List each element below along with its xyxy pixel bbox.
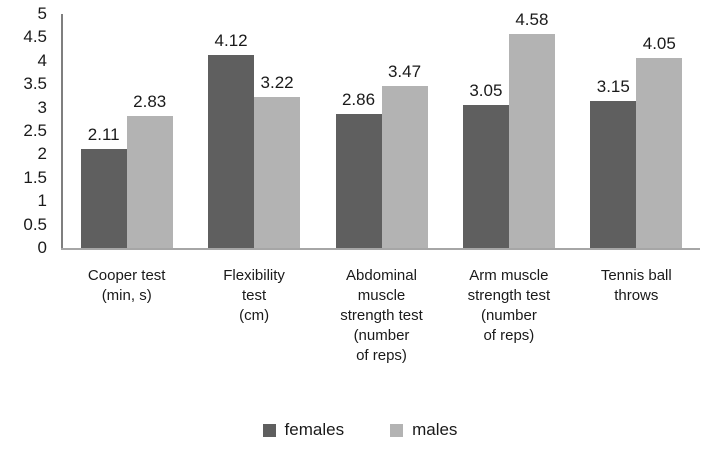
bar-females-3 [462, 105, 509, 248]
legend-swatch-icon [262, 423, 276, 437]
bar-value-label: 3.22 [260, 73, 294, 92]
x-axis-line [61, 248, 700, 250]
bar-males-4 [636, 58, 683, 248]
bar-value-label: 4.12 [214, 31, 248, 50]
category-label-1: Flexibility test (cm) [223, 267, 285, 324]
legend-item-males: males [390, 420, 457, 440]
bar-males-1 [254, 97, 301, 248]
bar-females-4 [590, 101, 637, 248]
bar-value-label: 4.05 [642, 34, 676, 53]
bar-value-label: 3.05 [469, 81, 503, 100]
y-tick-label: 5 [37, 4, 47, 23]
y-axis-line [61, 14, 63, 250]
y-tick-label: 1 [37, 191, 47, 211]
bar-value-label: 4.58 [515, 10, 549, 29]
bar-females-2 [335, 114, 382, 248]
y-tick-label: 3.5 [23, 74, 47, 94]
bar-males-3 [508, 34, 555, 248]
bar-value-label: 3.47 [387, 62, 422, 81]
bar-females-0 [80, 149, 127, 248]
y-tick-label: 4.5 [23, 27, 47, 47]
y-tick-label: 1.5 [23, 167, 47, 187]
category-label-0: Cooper test (min, s) [87, 267, 166, 304]
y-tick-label: 2.5 [23, 121, 47, 140]
bar-value-label: 2.83 [133, 92, 167, 111]
category-label-4: Tennis ball throws [600, 267, 672, 304]
bar-males-2 [381, 86, 428, 248]
y-tick-label: 0 [37, 238, 47, 257]
legend-label: females [284, 420, 345, 439]
bar-value-label: 2.86 [341, 90, 376, 109]
y-tick-label: 0.5 [23, 214, 47, 234]
category-label-3: Arm muscle strength test (number of reps… [467, 267, 551, 344]
legend-swatch-icon [390, 423, 404, 437]
y-tick-label: 2 [37, 144, 47, 164]
plot-area: 2.11 2.83 4.12 3.22 2.86 3.47 3.05 4.58 3.15 4.05 [63, 10, 700, 248]
bar-females-1 [208, 55, 255, 248]
bar-value-label: 2.11 [87, 125, 120, 144]
legend-label: males [412, 420, 458, 439]
bar-value-label: 3.15 [596, 77, 630, 96]
y-tick-label: 3 [37, 97, 47, 117]
y-tick-label: 4 [37, 50, 47, 70]
bar-males-0 [126, 116, 173, 248]
legend-item-females: females [262, 420, 345, 440]
category-label-2: Abdominal muscle strength test (number o… [340, 267, 423, 364]
legend: females males [0, 420, 720, 440]
